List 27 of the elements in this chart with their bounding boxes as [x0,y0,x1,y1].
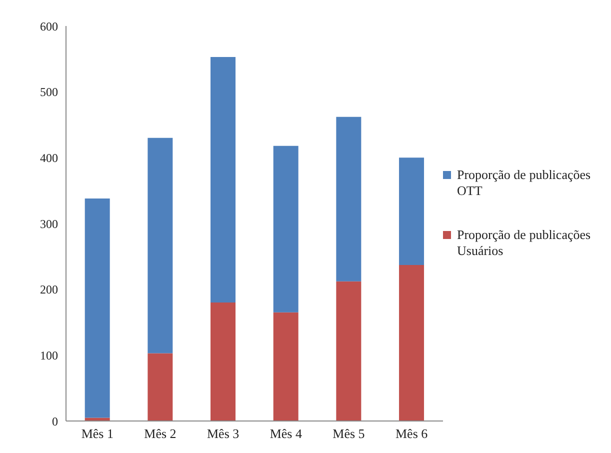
y-tick-label: 100 [40,348,58,362]
bar [399,264,424,421]
x-tick-label: Mês 2 [144,426,176,442]
bar [148,138,173,354]
bar [273,312,298,421]
bar [399,158,424,265]
x-tick-label: Mês 3 [207,426,240,442]
bar [84,198,110,418]
bar [210,302,236,421]
legend-label: Proporção de publicações Usuários [457,226,592,258]
legend-label: Proporção de publicações OTT [457,166,592,198]
bar [148,353,173,421]
y-tick-label: 500 [40,85,58,100]
x-tick-label: Mês 4 [270,426,302,442]
bar [273,146,298,312]
x-tick-label: Mês 5 [332,426,365,442]
bar [84,418,110,421]
x-tick-label: Mês 1 [81,426,114,442]
bar [336,281,362,421]
y-tick-label: 300 [40,216,58,231]
x-tick-label: Mês 6 [396,426,428,442]
y-tick-label: 0 [52,414,58,428]
y-tick-label: 600 [40,19,58,34]
y-tick-label: 400 [40,150,58,165]
bar [210,56,236,302]
y-tick-label: 200 [40,282,58,297]
bar [336,116,362,282]
